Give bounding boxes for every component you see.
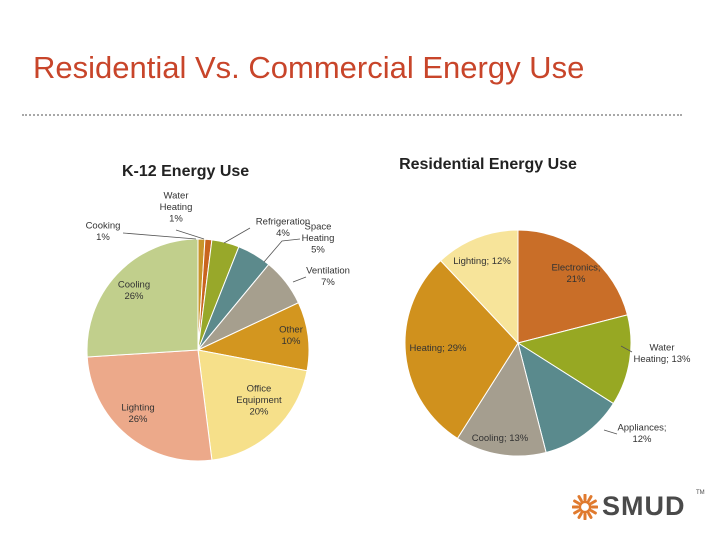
residential-energy-use-slice-electronics xyxy=(517,229,629,344)
residential-energy-use-label-line: Water xyxy=(650,342,675,353)
k-12-energy-use-label-other: Other 10% xyxy=(279,324,303,347)
k-12-energy-use-label-line: Heating xyxy=(302,233,335,244)
k-12-energy-use-label-lighting: Lighting 26% xyxy=(121,402,154,425)
k-12-energy-use-label-cooling: Cooling 26% xyxy=(118,279,150,302)
smud-sun-icon xyxy=(572,494,598,520)
k-12-energy-use-leader-water-heating xyxy=(175,229,205,240)
residential-energy-use-leader-water-heating xyxy=(620,345,633,353)
k-12-energy-use-label-line: 4% xyxy=(276,228,290,239)
k-12-energy-use-label-line: Heating xyxy=(160,202,193,213)
k-12-energy-use-label-ventilation: Ventilation 7% xyxy=(306,265,350,288)
k-12-energy-use-label-line: Refrigeration xyxy=(256,216,310,227)
residential-energy-use-label-line: Heating; 13% xyxy=(633,354,691,365)
k-12-energy-use-label-space-heating: Space Heating 5% xyxy=(302,222,335,256)
k-12-energy-use-label-line: Cooking xyxy=(86,220,121,231)
residential-energy-use-slice-appliances xyxy=(517,341,615,454)
chart-title-residential-energy-use: Residential Energy Use xyxy=(399,156,577,173)
k-12-energy-use-label-line: Equipment xyxy=(236,395,282,406)
k-12-energy-use-label-water-heating: Water Heating 1% xyxy=(160,191,193,225)
k-12-energy-use-slice-lighting xyxy=(86,349,213,462)
logo-trademark: TM xyxy=(696,490,705,496)
k-12-energy-use-label-line: 10% xyxy=(281,336,301,347)
k-12-energy-use-label-cooking: Cooking 1% xyxy=(86,220,121,243)
page-title: Residential Vs. Commercial Energy Use xyxy=(33,50,585,85)
chart-title-k-12-energy-use: K-12 Energy Use xyxy=(122,163,249,180)
residential-energy-use-label-line: Electronics; xyxy=(551,262,600,273)
k-12-energy-use-label-line: 1% xyxy=(169,214,183,225)
k-12-energy-use-label-line: Cooling xyxy=(118,279,150,290)
k-12-energy-use-label-line: Space xyxy=(305,222,332,233)
k-12-energy-use-label-line: 26% xyxy=(124,291,144,302)
title-divider xyxy=(22,114,682,116)
residential-energy-use-label-appliances: Appliances; 12% xyxy=(617,422,666,445)
k-12-energy-use-label-line: 26% xyxy=(128,414,148,425)
logo-text: SMUD xyxy=(602,491,686,521)
k-12-energy-use-label-line: 7% xyxy=(321,277,335,288)
residential-energy-use-slice-cooling xyxy=(456,341,547,457)
k-12-energy-use-label-line: 20% xyxy=(249,407,269,418)
residential-energy-use-label-cooling: Cooling; 13% xyxy=(472,433,529,444)
k-12-energy-use-slice-cooling xyxy=(86,238,199,358)
k-12-energy-use-label-line: Other xyxy=(279,324,303,335)
residential-pie-chart: Residential Energy Use Electronics; 21% Wat… xyxy=(399,156,691,457)
smud-logo: SMUD TM xyxy=(572,490,705,526)
k-12-energy-use-leader-refrigeration xyxy=(223,227,251,244)
k-12-energy-use-leader-cooking xyxy=(122,232,197,240)
k-12-energy-use-label-line: Lighting xyxy=(121,402,154,413)
k-12-energy-use-label-line: Water xyxy=(164,191,189,202)
residential-energy-use-label-line: Cooling; 13% xyxy=(472,433,529,444)
k-12-energy-use-label-line: Ventilation xyxy=(306,265,350,276)
k-12-energy-use-leader-ventilation xyxy=(292,276,307,283)
residential-energy-use-label-heating: Heating; 29% xyxy=(409,343,467,354)
k-12-energy-use-slice-office-equipment xyxy=(197,349,308,461)
residential-energy-use-label-electronics: Electronics; 21% xyxy=(551,262,600,285)
residential-energy-use-label-line: 21% xyxy=(566,274,586,285)
k-12-energy-use-label-line: 5% xyxy=(311,245,325,256)
residential-energy-use-leader-appliances xyxy=(603,429,618,435)
k-12-energy-use-leader-space-heating xyxy=(263,238,301,263)
k-12-energy-use-label-line: Office xyxy=(247,384,272,395)
residential-energy-use-slice-heating xyxy=(404,259,519,440)
residential-energy-use-slice-water-heating xyxy=(516,314,632,405)
residential-energy-use-label-water-heating: Water Heating; 13% xyxy=(633,342,691,365)
residential-energy-use-label-lighting: Lighting; 12% xyxy=(453,256,511,267)
k-12-energy-use-label-office-equipment: Office Equipment 20% xyxy=(236,384,282,418)
residential-energy-use-label-line: Lighting; 12% xyxy=(453,256,511,267)
k-12-energy-use-label-refrigeration: Refrigeration 4% xyxy=(256,216,310,239)
residential-energy-use-slice-lighting xyxy=(439,229,519,345)
residential-energy-use-label-line: Appliances; xyxy=(617,422,666,433)
residential-energy-use-label-line: Heating; 29% xyxy=(409,343,467,354)
residential-energy-use-label-line: 12% xyxy=(632,434,652,445)
k-12-energy-use-label-line: 1% xyxy=(96,232,110,243)
